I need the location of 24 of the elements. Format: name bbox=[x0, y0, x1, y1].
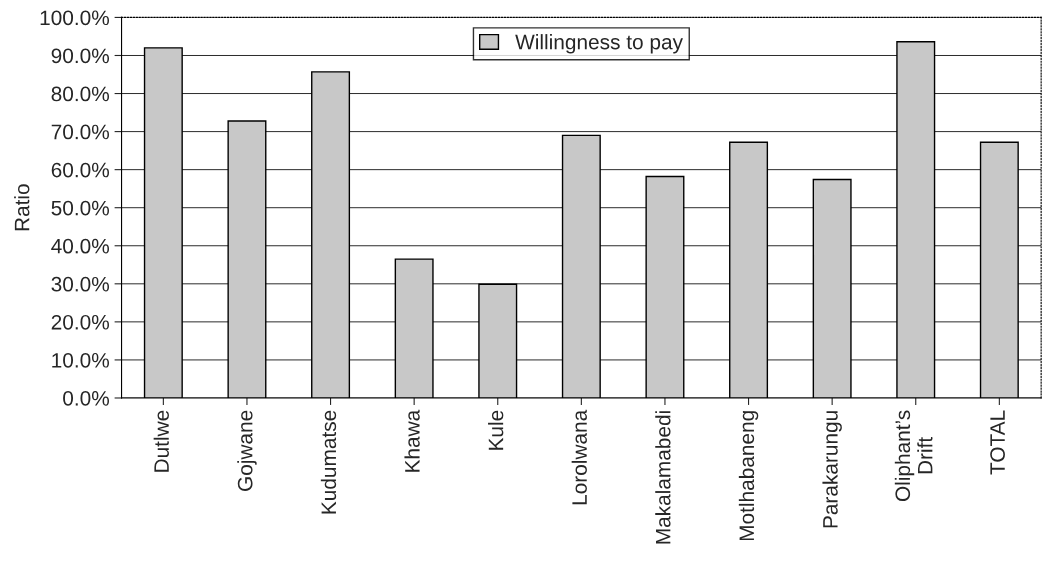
y-tick-label: 60.0% bbox=[51, 162, 110, 178]
x-tick-label: TOTAL bbox=[990, 410, 1005, 475]
x-tick-label: Gojwane bbox=[237, 410, 257, 491]
y-tick-label: 0.0% bbox=[63, 390, 110, 406]
y-tick-label: 100.0% bbox=[40, 10, 110, 26]
x-tick-label: Kudumatse bbox=[320, 410, 337, 514]
x-tick-label: Makalamabedi bbox=[655, 411, 671, 544]
x-tick-label: Khawa bbox=[404, 409, 420, 472]
y-axis-title: Ratio bbox=[14, 184, 30, 231]
y-tick-label: 20.0% bbox=[51, 314, 110, 330]
y-tick-label: 80.0% bbox=[51, 86, 110, 102]
x-tick-label: Kule bbox=[488, 410, 504, 450]
x-tick-label: Motlhabaneng bbox=[738, 411, 759, 541]
legend-label: Willingness to pay bbox=[515, 34, 683, 54]
y-tick-label: 70.0% bbox=[51, 124, 110, 140]
x-tick-label: Dutlwe bbox=[153, 410, 169, 472]
x-tick-label: Oliphant’s Drift bbox=[894, 410, 933, 502]
y-tick-label: 90.0% bbox=[51, 48, 110, 64]
x-tick-label: Parakarungu bbox=[822, 411, 842, 528]
y-tick-label: 10.0% bbox=[52, 352, 110, 368]
y-tick-label: 50.0% bbox=[51, 200, 110, 216]
y-tick-label: 30.0% bbox=[51, 276, 110, 292]
y-tick-label: 40.0% bbox=[51, 238, 110, 254]
x-tick-label: Lorolwana bbox=[571, 409, 587, 505]
